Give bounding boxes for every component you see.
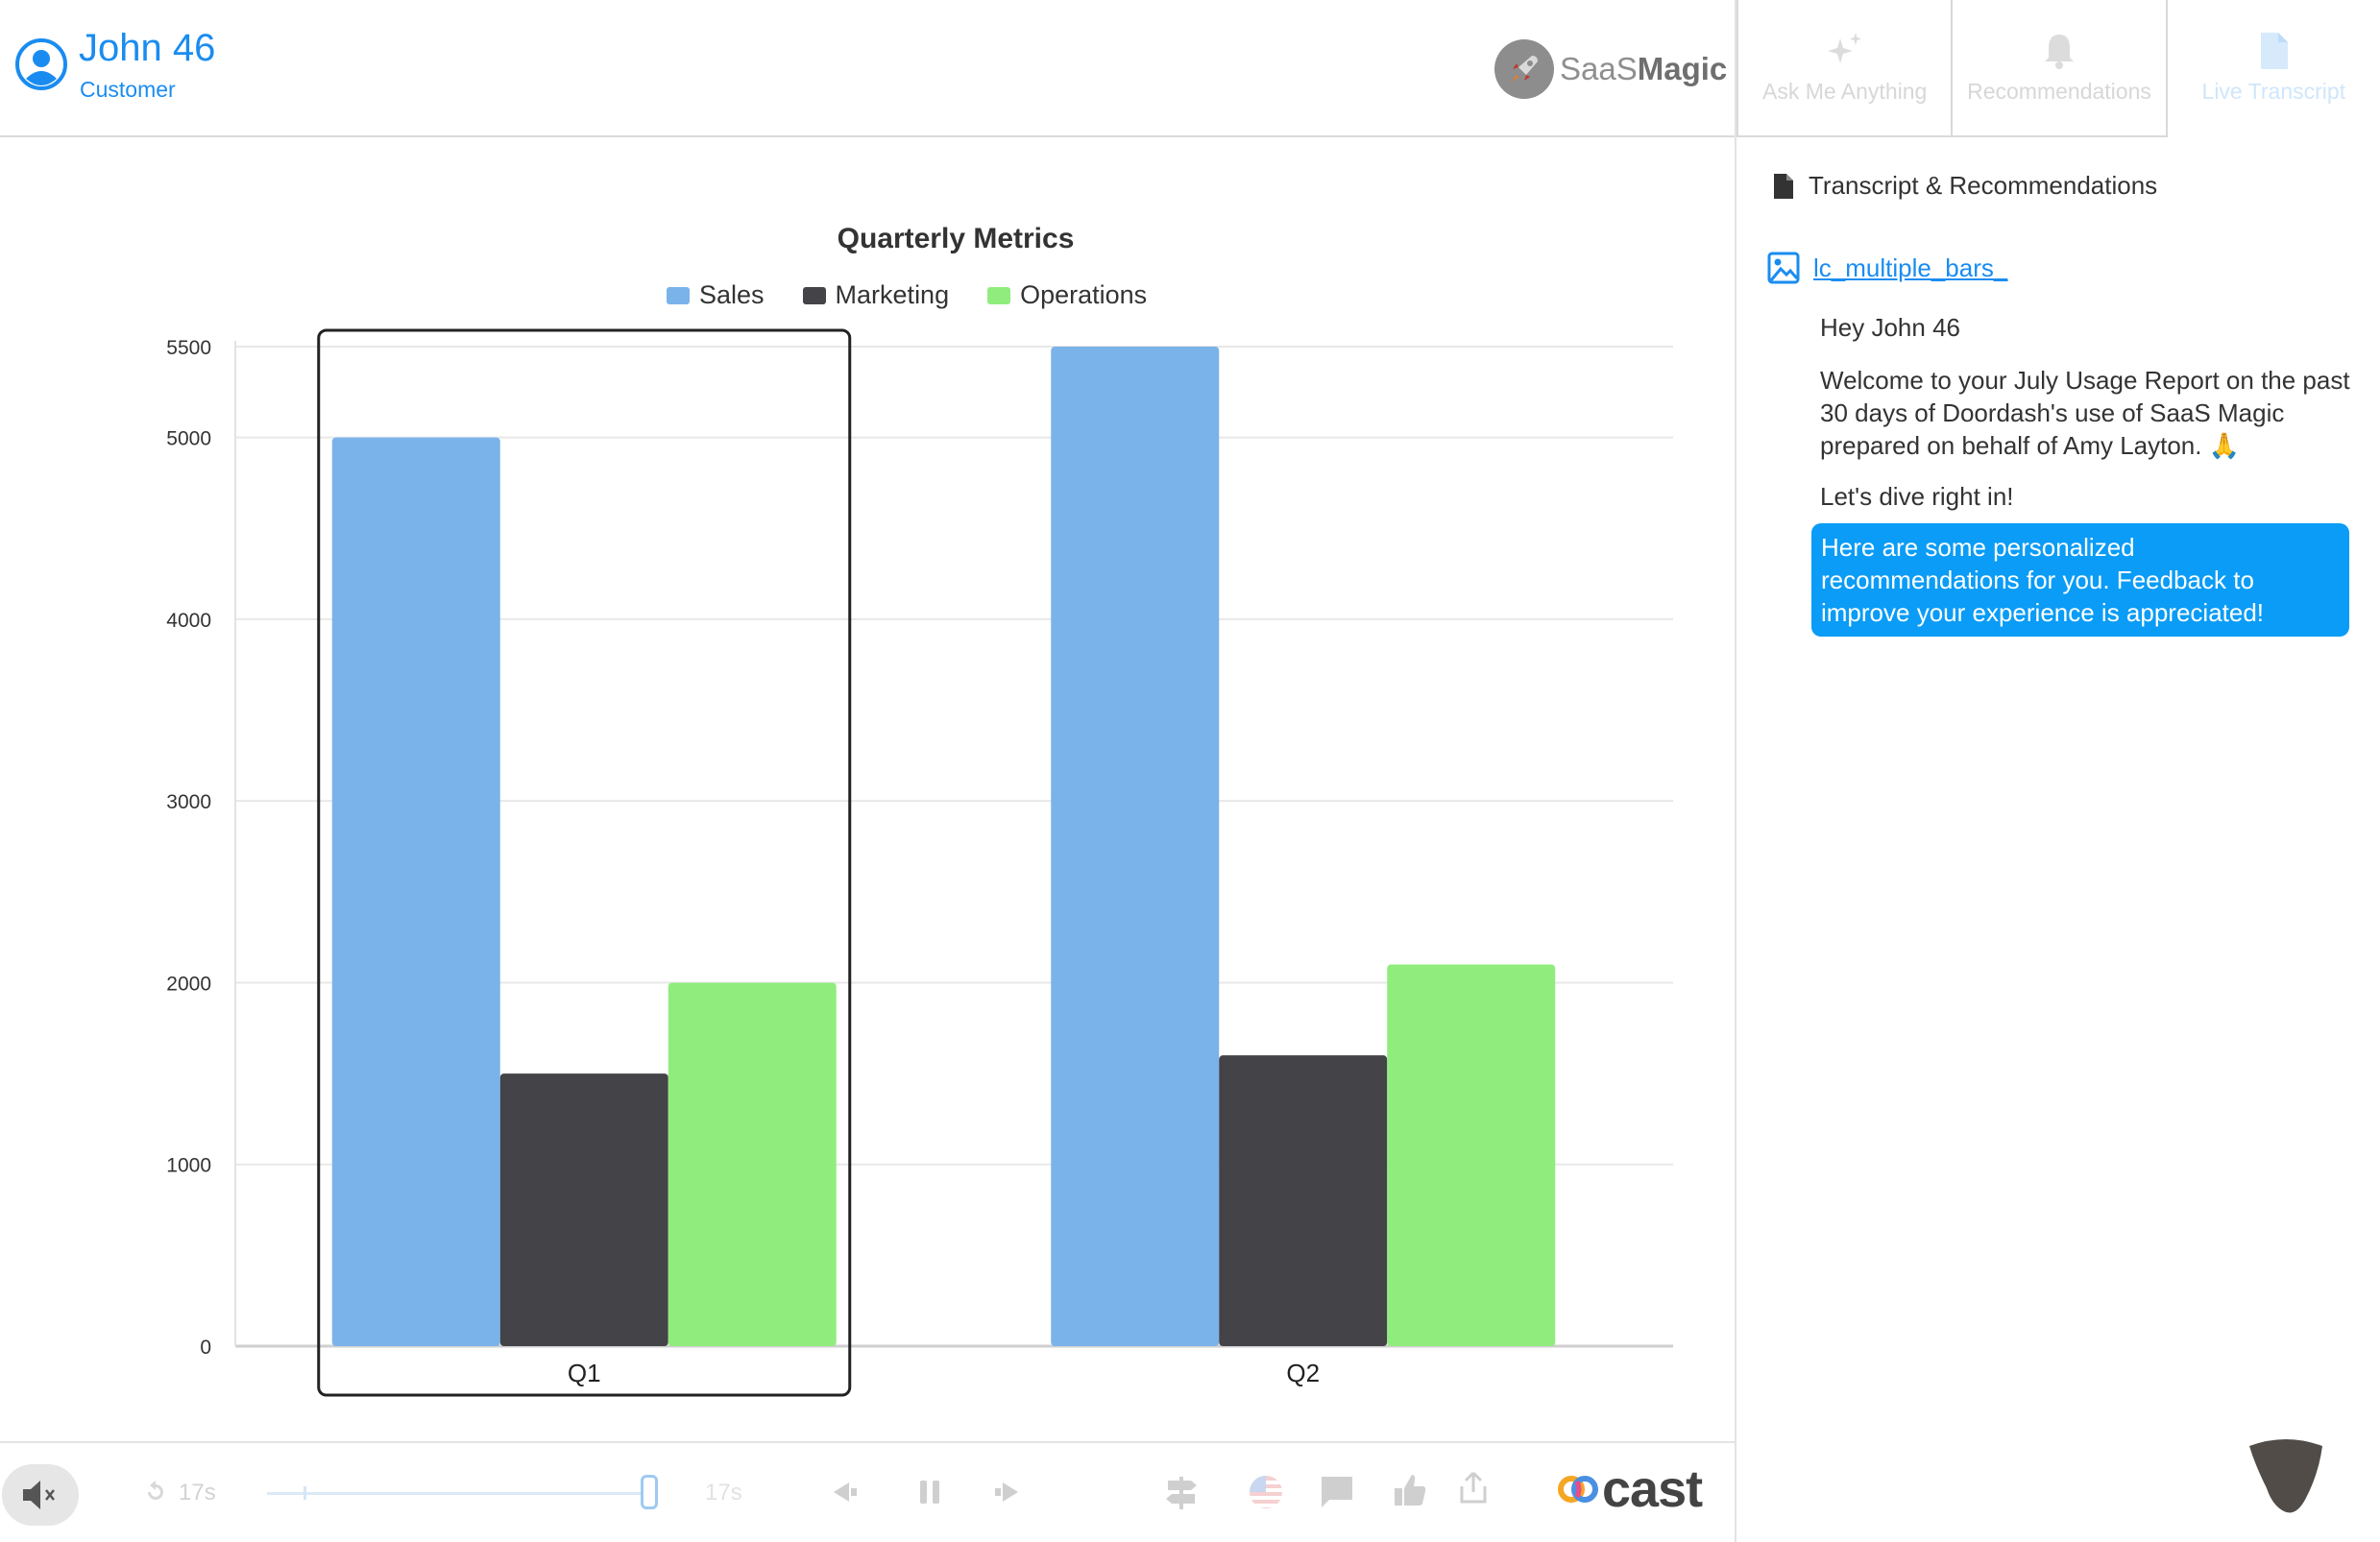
panel-divider	[1735, 0, 1736, 1542]
tab-ask-me-anything[interactable]: Ask Me Anything	[1736, 0, 1952, 137]
legend-item-marketing[interactable]: Marketing	[802, 280, 949, 310]
y-tick-label: 1000	[166, 1155, 211, 1177]
tab-bar: Ask Me Anything Recommendations Live Tra…	[1736, 0, 2380, 137]
tab-live-transcript[interactable]: Live Transcript	[2165, 0, 2380, 137]
replay-seconds: 17s	[179, 1480, 216, 1506]
welcome-text: Welcome to your July Usage Report on the…	[1820, 366, 2350, 460]
pause-icon[interactable]	[916, 1477, 943, 1507]
bar-sales-q2	[1051, 347, 1220, 1346]
progress-slider-thumb[interactable]	[641, 1475, 658, 1509]
user-name: John 46	[79, 27, 216, 69]
chart-link[interactable]: lc_multiple_bars_	[1767, 252, 2007, 284]
duration-label: 17s	[705, 1480, 742, 1506]
bar-marketing-q2	[1219, 1055, 1388, 1346]
y-tick-label: 5000	[166, 428, 211, 450]
image-icon	[1767, 252, 1800, 284]
brand-name: SaaSMagic	[1560, 51, 1728, 86]
thumbs-up-icon[interactable]	[1391, 1471, 1429, 1509]
user-role: Customer	[80, 77, 176, 102]
bar-marketing-q1	[499, 1073, 668, 1346]
signpost-icon[interactable]	[1162, 1473, 1201, 1511]
x-tick-label: Q1	[568, 1359, 601, 1387]
mute-button[interactable]	[2, 1464, 79, 1526]
skip-back-icon[interactable]	[828, 1479, 861, 1506]
y-tick-label: 0	[200, 1337, 211, 1359]
cast-mark-icon	[1558, 1476, 1598, 1503]
chart-title: Quarterly Metrics	[837, 223, 1075, 254]
bar-operations-q2	[1387, 964, 1556, 1346]
chart-link-text[interactable]: lc_multiple_bars_	[1813, 253, 2008, 282]
bar-operations-q1	[668, 982, 837, 1346]
share-icon[interactable]	[1456, 1469, 1491, 1507]
dive-text: Let's dive right in!	[1820, 482, 2014, 511]
greeting-text: Hey John 46	[1820, 313, 1960, 342]
y-tick-label: 2000	[166, 973, 211, 995]
bar-sales-q1	[331, 437, 500, 1346]
brand-logo: SaaSMagic	[1494, 38, 1727, 100]
cast-logo: cast	[1556, 1459, 1703, 1519]
skip-forward-icon[interactable]	[991, 1479, 1024, 1506]
recommendation-bubble: Here are some personalized recommendatio…	[1811, 523, 2349, 637]
document-icon	[2261, 33, 2289, 69]
y-tick-label: 5500	[166, 337, 211, 359]
user-avatar-icon	[15, 38, 67, 90]
replay-icon[interactable]	[142, 1479, 169, 1506]
progress-slider-track[interactable]	[267, 1492, 651, 1495]
x-tick-label: Q2	[1286, 1359, 1320, 1387]
legend-item-sales[interactable]: Sales	[667, 280, 765, 310]
player-controls	[0, 1441, 1736, 1542]
tab-recommendations[interactable]: Recommendations	[1951, 0, 2166, 137]
tab-label: Live Transcript	[2201, 79, 2346, 104]
chat-bubble-icon[interactable]	[1318, 1471, 1356, 1509]
chart-legend: Sales Marketing Operations	[667, 280, 1185, 310]
assistant-mascot-icon[interactable]	[2246, 1436, 2326, 1515]
legend-item-operations[interactable]: Operations	[987, 280, 1147, 310]
tab-label: Recommendations	[1967, 79, 2151, 104]
highlight-frame	[317, 328, 852, 1397]
us-flag-icon[interactable]	[1247, 1473, 1285, 1511]
sparkle-icon	[1827, 33, 1861, 63]
y-tick-label: 4000	[166, 610, 211, 632]
y-tick-label: 3000	[166, 791, 211, 813]
panel-heading: Transcript & Recommendations	[1772, 171, 2157, 201]
header: John 46 Customer SaaSMagic	[0, 0, 1736, 137]
document-icon	[1774, 173, 1793, 199]
slider-tick	[304, 1486, 306, 1500]
bar-chart: 0 1000 2000 3000 4000 5000 5500 Q1 Q2	[166, 328, 1673, 1397]
bell-icon	[2044, 35, 2074, 69]
tab-label: Ask Me Anything	[1762, 79, 1928, 104]
speaker-muted-icon	[23, 1481, 55, 1509]
rocket-icon	[1494, 39, 1554, 99]
